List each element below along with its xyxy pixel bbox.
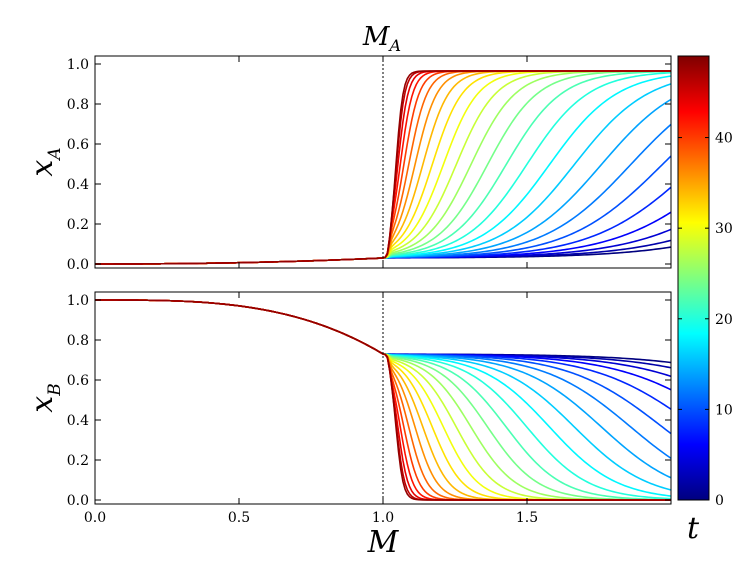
ma-annotation-main: M <box>362 22 391 52</box>
colorbar-tick-label: 10 <box>715 402 733 418</box>
ytick-label: 0.2 <box>67 453 89 469</box>
bottom-ylabel-sub: B <box>45 383 65 397</box>
ytick-label: 0.4 <box>67 177 89 193</box>
ma-annotation-sub: A <box>388 36 402 55</box>
ytick-label: 0.0 <box>67 257 89 273</box>
ytick-label: 1.0 <box>67 57 89 73</box>
ytick-label: 0.8 <box>67 333 89 349</box>
colorbar-tick-label: 20 <box>715 312 733 328</box>
bottom-xlabel: M <box>367 525 400 560</box>
bottom-series-group <box>95 299 671 501</box>
xtick-label: 0.0 <box>84 510 106 526</box>
top-ylabel: xA <box>25 147 65 176</box>
ma-annotation: MA <box>362 22 401 55</box>
ytick-label: 0.4 <box>67 413 89 429</box>
series-line-t-48 <box>95 299 671 501</box>
xtick-label: 1.0 <box>372 510 394 526</box>
colorbar-tick-label: 0 <box>715 493 724 509</box>
colorbar-tick-label: 40 <box>715 131 733 147</box>
colorbar-gradient <box>677 55 710 501</box>
ytick-label: 0.2 <box>67 217 89 233</box>
bottom-ticks-group: 0.0 0.2 0.4 0.6 0.8 1.0 0.0 0.5 1.0 1.5 <box>67 292 671 526</box>
top-ylabel-sub: A <box>45 147 65 161</box>
bottom-panel: 0.0 0.2 0.4 0.6 0.8 1.0 0.0 0.5 1.0 1.5 xB M <box>25 291 672 560</box>
xtick-label: 1.5 <box>516 510 538 526</box>
xtick-label: 0.5 <box>228 510 250 526</box>
top-panel: 0.00.20.40.60.81.0 xA MA <box>25 22 672 273</box>
top-ylabel-main: x <box>25 160 60 177</box>
colorbar-label: t <box>687 511 700 546</box>
bottom-ylabel-main: x <box>25 396 60 413</box>
colorbar: 0 10 20 30 40 t <box>677 55 733 546</box>
ytick-label: 0.6 <box>67 373 89 389</box>
ytick-label: 0.8 <box>67 97 89 113</box>
ytick-label: 0.0 <box>67 493 89 509</box>
colorbar-tick-label: 30 <box>715 221 733 237</box>
ytick-label: 0.6 <box>67 137 89 153</box>
bottom-ylabel: xB <box>25 383 65 412</box>
colorbar-ticks-group: 0 10 20 30 40 <box>678 131 733 509</box>
ytick-label: 1.0 <box>67 293 89 309</box>
top-ticks-group: 0.0 0.2 0.4 0.6 0.8 1.0 <box>67 56 671 273</box>
